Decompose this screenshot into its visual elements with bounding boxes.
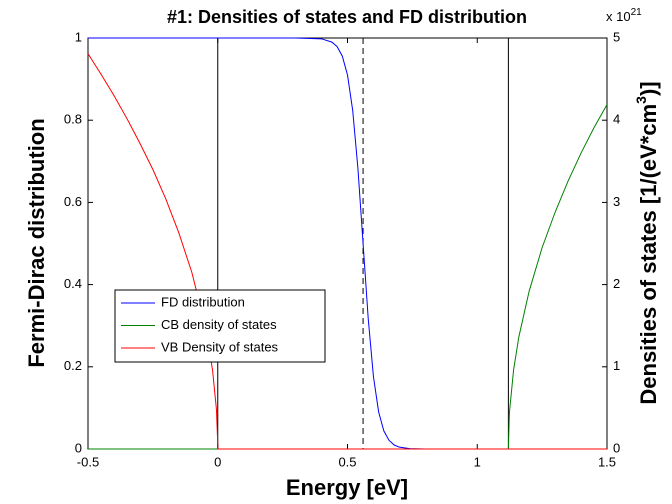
y2-tick-label: 5 (613, 29, 620, 44)
chart-title: #1: Densities of states and FD distribut… (167, 7, 527, 27)
x-axis-label: Energy [eV] (286, 475, 408, 500)
y2-multiplier: x 1021 (606, 7, 642, 25)
legend-label: FD distribution (161, 294, 245, 309)
x-tick-label: 0.5 (338, 454, 356, 469)
y2-tick-label: 3 (613, 194, 620, 209)
legend-label: CB density of states (161, 317, 277, 332)
y-tick-label: 0 (75, 440, 82, 455)
y2-tick-label: 2 (613, 276, 620, 291)
legend-label: VB Density of states (161, 339, 279, 354)
y2-label-sup: 3 (633, 96, 649, 104)
y-tick-label: 0.6 (64, 194, 82, 209)
y2-tick-label: 0 (613, 440, 620, 455)
data-line (88, 104, 608, 450)
y-tick-label: 1 (75, 29, 82, 44)
plot-area (87, 37, 608, 450)
y-tick-label: 0.4 (64, 276, 82, 291)
legend: FD distribution CB density of states VB De… (114, 289, 326, 363)
x-tick-label: 0 (214, 454, 221, 469)
y2-tick-label: 1 (613, 358, 620, 373)
x-tick-label: 1 (474, 454, 481, 469)
y2-tick-label: 4 (613, 112, 620, 127)
x-tick-label: 1.5 (598, 454, 616, 469)
x-tick-label: -0.5 (77, 454, 99, 469)
y2-multiplier-exp: 21 (631, 7, 643, 18)
y-tick-label: 0.8 (64, 112, 82, 127)
data-line (88, 37, 607, 450)
y2-label-part: )] (636, 81, 661, 96)
y2-multiplier-base: x 10 (606, 9, 631, 24)
y2-label-part: Densities of states [1/(eV*cm (636, 104, 661, 405)
y2-axis-label: Densities of states [1/(eV*cm3)] (633, 81, 661, 404)
y-axis-label: Fermi-Dirac distribution (24, 118, 49, 367)
y-tick-label: 0.2 (64, 358, 82, 373)
data-line (87, 53, 607, 450)
